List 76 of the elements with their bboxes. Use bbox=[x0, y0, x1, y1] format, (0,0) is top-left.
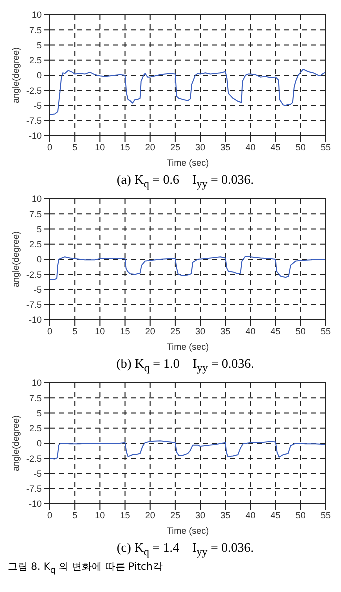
y-tick-label: -2.5 bbox=[26, 270, 42, 280]
x-tick-label: 55 bbox=[320, 510, 332, 520]
x-tick-label: 20 bbox=[145, 326, 156, 336]
y-tick-label: 2.5 bbox=[29, 424, 42, 434]
x-axis-title: Time (sec) bbox=[166, 158, 210, 168]
x-tick-label: 20 bbox=[145, 510, 156, 520]
x-tick-label: 35 bbox=[220, 326, 231, 336]
y-tick-label: -2.5 bbox=[26, 454, 42, 464]
y-tick-label: 0 bbox=[36, 70, 42, 81]
x-tick-label: 25 bbox=[170, 142, 180, 152]
y-tick-label: 10 bbox=[32, 378, 42, 388]
x-tick-label: 55 bbox=[320, 142, 332, 152]
x-tick-label: 30 bbox=[196, 142, 206, 152]
x-tick-label: 35 bbox=[220, 142, 231, 152]
line-series bbox=[50, 440, 326, 460]
y-axis-title: angle(degree) bbox=[11, 47, 22, 104]
y-tick-label: 5 bbox=[36, 40, 42, 50]
x-tick-label: 40 bbox=[246, 326, 256, 336]
x-tick-label: 15 bbox=[120, 142, 130, 152]
y-tick-label: -5 bbox=[34, 100, 42, 111]
x-tick-label: 25 bbox=[170, 510, 180, 520]
y-tick-label: -7.5 bbox=[26, 300, 42, 310]
x-tick-label: 55 bbox=[320, 326, 332, 336]
x-tick-label: 40 bbox=[246, 510, 256, 520]
y-tick-label: 5 bbox=[36, 224, 42, 234]
text: (c) K$_{q}$ = 1.4 I$_{yy}$ = 0.036. bbox=[116, 540, 256, 560]
x-tick-label: 5 bbox=[72, 326, 78, 336]
text: (a) K$_{q}$ = 0.6 I$_{yy}$ = 0.036. bbox=[116, 172, 256, 192]
y-axis-title: angle(degree) bbox=[11, 231, 22, 288]
y-tick-label: 2.5 bbox=[29, 240, 42, 250]
y-tick-label: 0 bbox=[36, 438, 42, 449]
y-tick-label: 10 bbox=[32, 10, 42, 20]
x-tick-label: 15 bbox=[120, 326, 130, 336]
y-tick-label: 7.5 bbox=[29, 25, 42, 36]
x-tick-label: 10 bbox=[95, 326, 106, 336]
x-axis-title: Time (sec) bbox=[166, 526, 210, 536]
x-tick-label: 40 bbox=[246, 142, 256, 152]
x-tick-label: 50 bbox=[296, 326, 306, 336]
y-tick-label: 5 bbox=[36, 408, 42, 418]
x-tick-label: 10 bbox=[95, 142, 106, 152]
x-tick-label: 5 bbox=[72, 142, 78, 152]
y-tick-label: -5 bbox=[34, 284, 42, 295]
x-tick-label: 25 bbox=[170, 326, 180, 336]
x-axis-title: Time (sec) bbox=[166, 342, 210, 352]
x-tick-label: 45 bbox=[270, 510, 281, 520]
y-tick-label: -7.5 bbox=[26, 484, 42, 494]
text: (b) K$_{q}$ = 1.0 I$_{yy}$ = 0.036. bbox=[116, 356, 256, 376]
x-tick-label: 15 bbox=[120, 510, 130, 520]
x-tick-label: 35 bbox=[220, 510, 231, 520]
x-tick-label: 30 bbox=[196, 326, 206, 336]
y-tick-label: 2.5 bbox=[29, 56, 42, 66]
x-tick-label: 0 bbox=[47, 326, 53, 336]
caption: 그림 8. K$_{q}$ 의 변화에 따른 Pitch각 bbox=[8, 561, 164, 577]
y-tick-label: 7.5 bbox=[29, 209, 42, 220]
y-tick-label: 10 bbox=[32, 194, 42, 204]
x-tick-label: 0 bbox=[47, 510, 53, 520]
y-tick-label: -10 bbox=[28, 131, 42, 142]
x-tick-label: 45 bbox=[270, 326, 281, 336]
y-tick-label: -5 bbox=[34, 468, 42, 479]
x-tick-label: 0 bbox=[47, 142, 53, 152]
y-tick-label: -7.5 bbox=[26, 116, 42, 126]
y-tick-label: -2.5 bbox=[26, 86, 42, 96]
x-tick-label: 50 bbox=[296, 510, 306, 520]
x-tick-label: 45 bbox=[270, 142, 281, 152]
x-tick-label: 30 bbox=[196, 510, 206, 520]
y-tick-label: -10 bbox=[28, 315, 42, 326]
x-tick-label: 5 bbox=[72, 510, 78, 520]
x-tick-label: 50 bbox=[296, 142, 306, 152]
x-tick-label: 20 bbox=[145, 142, 156, 152]
x-tick-label: 10 bbox=[95, 510, 106, 520]
y-tick-label: -10 bbox=[28, 499, 42, 510]
y-axis-title: angle(degree) bbox=[11, 415, 22, 472]
y-tick-label: 7.5 bbox=[29, 393, 42, 404]
line-series bbox=[50, 256, 326, 280]
line-series bbox=[50, 68, 326, 116]
y-tick-label: 0 bbox=[36, 254, 42, 265]
